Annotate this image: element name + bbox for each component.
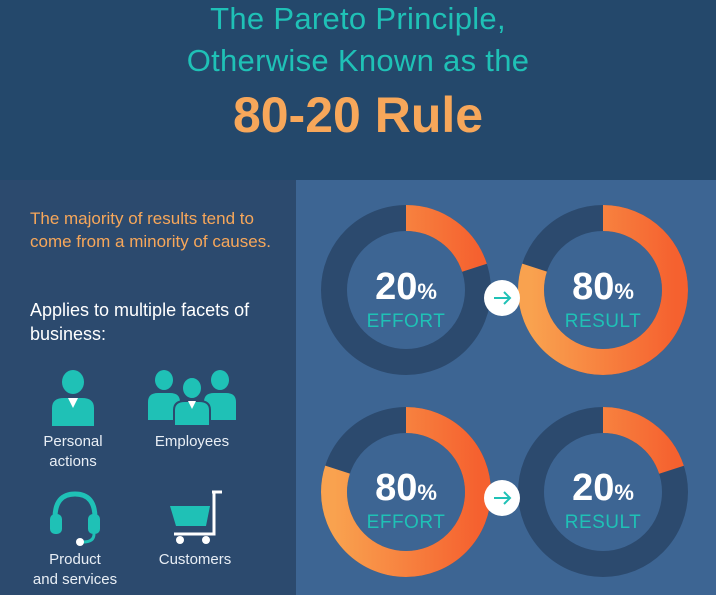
ring-text-4: 20% RESULT (543, 468, 663, 533)
facet-product-services: Product and services (20, 488, 130, 590)
ring-text-1: 20% EFFORT (346, 267, 466, 332)
group-icon (148, 370, 236, 426)
facet-label-line2: actions (49, 453, 97, 470)
title-line-2: Otherwise Known as the (186, 43, 530, 78)
facet-label-line1: Personal (43, 433, 103, 450)
ring-value-arc (321, 407, 491, 577)
ring-unit: % (614, 279, 634, 304)
ring-label: EFFORT (366, 311, 446, 332)
facet-label-line1: Employees (154, 433, 230, 450)
facet-label-line1: Customers (158, 551, 232, 568)
facet-label-line1: Product (49, 551, 101, 568)
person-icon (52, 370, 94, 426)
cart-icon (170, 490, 222, 544)
title-line-1: The Pareto Principle, (210, 1, 506, 36)
ring-unit: % (614, 480, 634, 505)
arrow-right-icon (484, 280, 520, 316)
ring-number: 20 (572, 467, 615, 509)
ring-value-arc (518, 205, 688, 375)
header-banner: The Pareto Principle, Otherwise Known as… (0, 0, 716, 180)
ring-label: RESULT (564, 512, 642, 533)
ring-label: EFFORT (366, 512, 446, 533)
ring-unit: % (417, 480, 437, 505)
ring-value-arc (518, 407, 688, 577)
ring-number: 80 (375, 467, 418, 509)
applies-text: Applies to multiple facets of business: (30, 300, 250, 344)
intro-text: The majority of results tend to come fro… (30, 209, 271, 251)
headset-icon (50, 491, 100, 546)
ring-number: 20 (375, 266, 418, 308)
ring-number: 80 (572, 266, 615, 308)
facet-employees: Employees (142, 368, 242, 452)
facet-label-line2: and services (32, 571, 118, 588)
ring-label: RESULT (564, 311, 642, 332)
ring-unit: % (417, 279, 437, 304)
ring-value-arc (321, 205, 491, 375)
left-panel: The majority of results tend to come fro… (0, 180, 296, 595)
ring-text-3: 80% EFFORT (346, 468, 466, 533)
ring-charts (321, 205, 688, 577)
title-main: 80-20 Rule (232, 87, 484, 143)
facet-personal-actions: Personal actions (30, 368, 116, 472)
arrow-right-icon (484, 480, 520, 516)
facet-customers: Customers (150, 488, 240, 570)
ring-text-2: 80% RESULT (543, 267, 663, 332)
